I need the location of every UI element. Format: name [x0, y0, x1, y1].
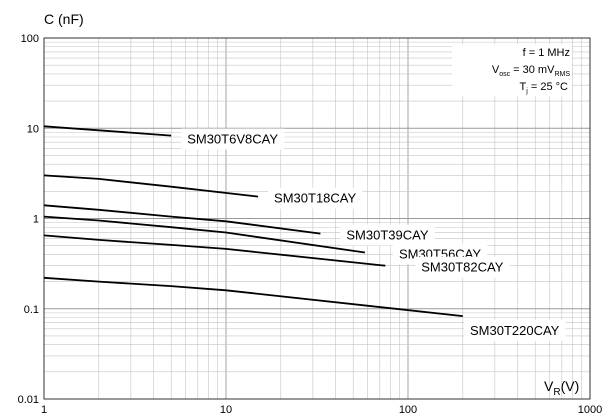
- y-axis-title: C (nF): [44, 11, 84, 27]
- series-label: SM30T82CAY: [415, 256, 510, 278]
- series-labels: SM30T6V8CAYSM30T18CAYSM30T39CAYSM30T56CA…: [181, 128, 566, 341]
- y-tick-label: 10: [27, 123, 39, 135]
- series-line: [43, 276, 463, 317]
- y-tick-label: 100: [21, 33, 39, 45]
- conditions-box: f = 1 MHz Vosc = 30 mVRMS Tj = 25 °C: [452, 44, 572, 96]
- series-label-background: [464, 319, 566, 341]
- series-label: SM30T220CAY: [464, 319, 566, 341]
- series-label-text: SM30T18CAY: [274, 191, 356, 206]
- x-axis-title: VR(V): [544, 378, 579, 398]
- condition-frequency: f = 1 MHz: [523, 47, 570, 59]
- series-label: SM30T6V8CAY: [181, 128, 285, 150]
- condition-tj: Tj = 25 °C: [520, 81, 569, 95]
- y-tick-label: 1: [33, 214, 39, 226]
- series-label-background: [340, 224, 435, 246]
- series-label-background: [268, 187, 363, 209]
- x-tick-label: 1: [41, 404, 47, 416]
- series-line: [43, 234, 386, 267]
- series-label-background: [181, 128, 285, 150]
- series-label: SM30T39CAY: [340, 224, 435, 246]
- series-line: [43, 215, 366, 254]
- series-line: [43, 174, 259, 198]
- series-label: SM30T18CAY: [268, 187, 363, 209]
- plot-border: [43, 37, 591, 400]
- y-tick-label: 0.1: [24, 304, 39, 316]
- conditions-background: [452, 44, 572, 96]
- series-label-text: SM30T39CAY: [346, 228, 428, 243]
- series-label-background: [415, 256, 510, 278]
- tick-labels: 1 10 100 1000 100 10 1 0.1 0.01: [18, 33, 603, 416]
- series-line: [43, 204, 321, 235]
- condition-vosc: Vosc = 30 mVRMS: [492, 64, 570, 78]
- x-tick-label: 10: [220, 404, 232, 416]
- x-tick-label: 100: [399, 404, 417, 416]
- y-tick-label: 0.01: [18, 394, 39, 406]
- x-tick-label: 1000: [578, 404, 602, 416]
- series-label-text: SM30T6V8CAY: [187, 132, 278, 147]
- series-line: [43, 125, 172, 137]
- series-label-text: SM30T82CAY: [421, 260, 503, 275]
- series-lines: [43, 125, 463, 317]
- series-label-text: SM30T220CAY: [470, 323, 560, 338]
